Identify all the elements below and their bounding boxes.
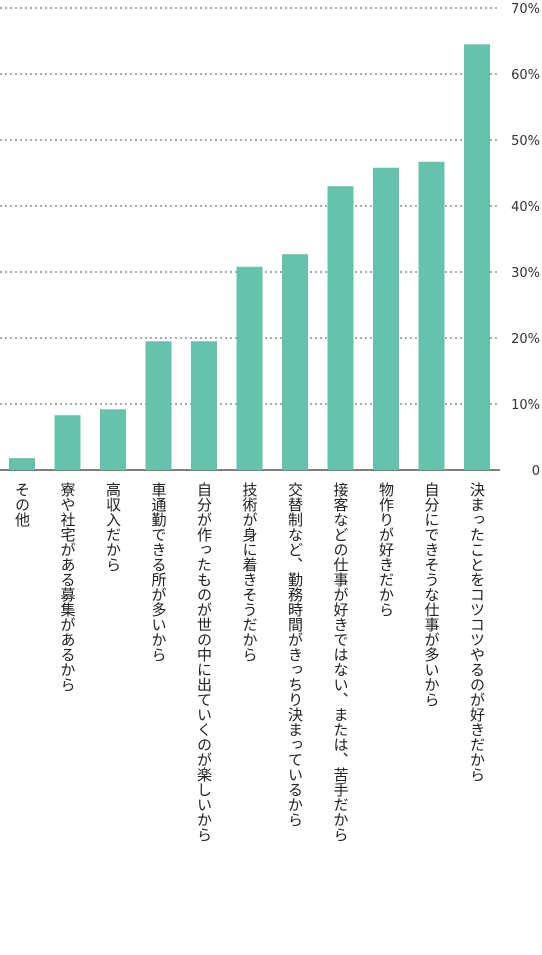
category-label: 寮や社宅がある募集があるから: [59, 481, 77, 692]
category-label: 物作りが好きだから: [377, 482, 395, 617]
category-label: 自分にできそうな仕事が多いから: [423, 482, 441, 707]
bar: [282, 254, 308, 470]
category-label: 決まったことをコツコツやるのが好きだから: [468, 482, 486, 782]
y-tick-label: 20%: [511, 332, 540, 347]
bar: [54, 415, 81, 470]
bar: [327, 186, 354, 470]
category-label: その他: [13, 482, 31, 528]
bar: [418, 161, 445, 470]
category-label: 車通勤できる所が多いから: [150, 482, 168, 662]
bar: [191, 341, 217, 470]
category-label: 高収入だから: [104, 482, 122, 572]
bar: [145, 341, 172, 470]
bar: [236, 266, 263, 470]
bar: [373, 167, 399, 470]
y-tick-label: 40%: [511, 200, 540, 215]
y-tick-label: 10%: [511, 398, 540, 413]
category-label: 技術が身に着きそうだから: [241, 482, 259, 662]
bar: [9, 458, 35, 470]
category-labels: その他 寮や社宅がある募集があるから 高収入だから 車通勤できる所が多いから 自分が作っ…: [13, 481, 486, 842]
bars: [9, 44, 490, 471]
y-tick-label: 0: [532, 464, 540, 479]
category-label: 自分が作ったものが世の中に出ていくのが楽しいから: [195, 482, 213, 842]
y-tick-label: 30%: [511, 266, 540, 281]
bar: [100, 409, 126, 470]
category-label: 交替制など、勤務時間がきっちり決まっているから: [286, 481, 304, 827]
y-tick-label: 50%: [511, 134, 540, 149]
bar: [464, 44, 490, 471]
y-axis-ticks: 0 10% 20% 30% 40% 50% 60% 70%: [511, 2, 540, 479]
category-label: 接客などの仕事が好きではない、または、苦手だから: [332, 482, 350, 842]
y-tick-label: 70%: [511, 2, 540, 17]
y-tick-label: 60%: [511, 68, 540, 83]
